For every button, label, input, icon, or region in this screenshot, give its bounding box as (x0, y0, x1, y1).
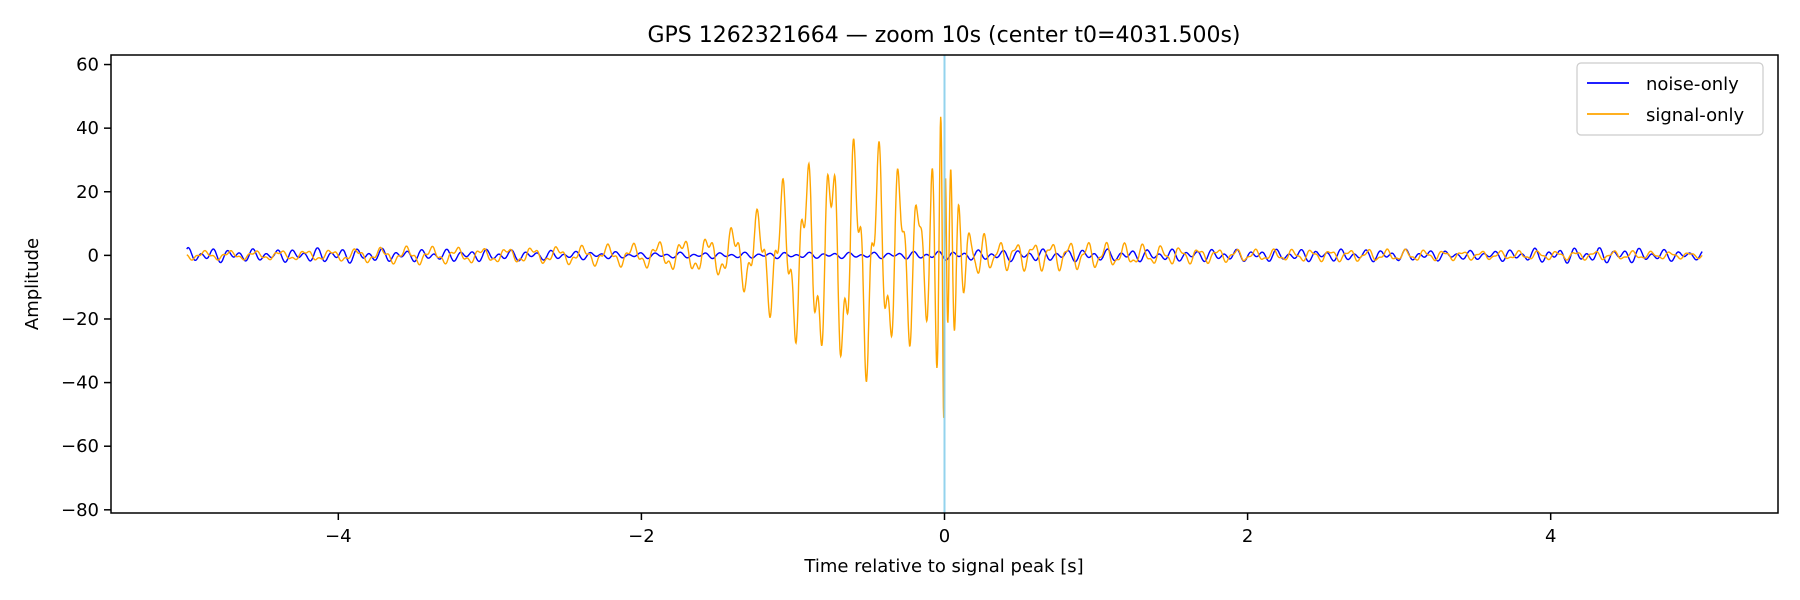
x-axis-label: Time relative to signal peak [s] (803, 556, 1083, 577)
y-tick-label: 40 (76, 118, 99, 139)
legend-label-noise-only: noise-only (1646, 74, 1739, 95)
y-tick-label: 0 (88, 245, 99, 266)
y-tick-label: −20 (61, 309, 99, 330)
x-tick-label: 4 (1545, 526, 1556, 547)
y-tick-label: 20 (76, 182, 99, 203)
y-tick-label: −80 (61, 500, 99, 521)
y-tick-label: 60 (76, 55, 99, 76)
legend: noise-only signal-only (1576, 62, 1764, 136)
chart-title: GPS 1262321664 — zoom 10s (center t0=403… (647, 23, 1240, 48)
x-axis-ticks: −4 −2 0 2 4 (325, 513, 1556, 547)
y-tick-label: −40 (61, 373, 99, 394)
x-tick-label: 0 (939, 526, 950, 547)
plot-area (186, 55, 1703, 513)
y-tick-label: −60 (61, 436, 99, 457)
y-axis-label: Amplitude (22, 238, 43, 330)
y-axis-ticks: −80 −60 −40 −20 0 20 40 60 (61, 55, 111, 521)
x-tick-label: 2 (1242, 526, 1253, 547)
legend-label-signal-only: signal-only (1646, 105, 1744, 126)
legend-box (1576, 62, 1764, 136)
x-tick-label: −4 (325, 526, 352, 547)
x-tick-label: −2 (628, 526, 655, 547)
